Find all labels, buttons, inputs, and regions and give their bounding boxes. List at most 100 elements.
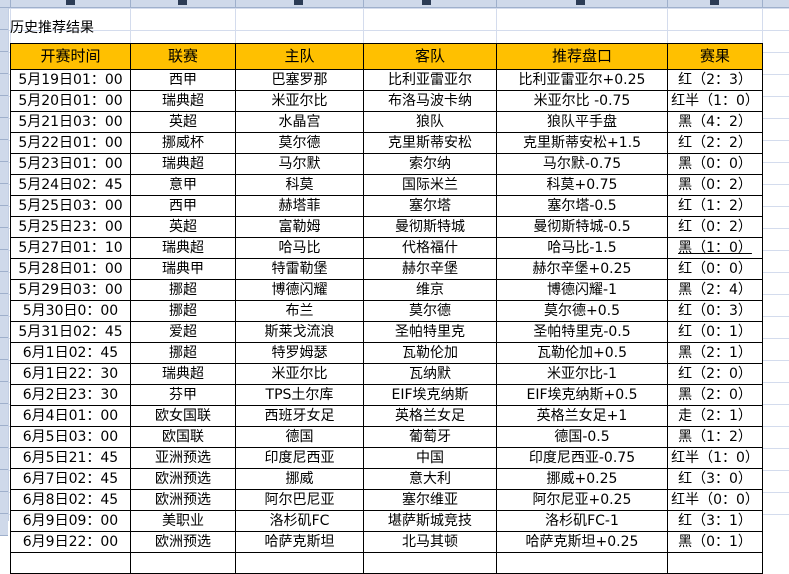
- row-header-cell[interactable]: [0, 404, 8, 426]
- cell-time[interactable]: 5月30日0：00: [10, 300, 131, 322]
- cell-time[interactable]: 5月25日23：00: [10, 216, 131, 238]
- cell-home[interactable]: 德国: [235, 426, 364, 448]
- cell-away[interactable]: 比利亚雷亚尔: [363, 69, 497, 91]
- row-header-cell[interactable]: [0, 52, 8, 74]
- cell-home[interactable]: 哈马比: [235, 237, 364, 259]
- row-header-cell[interactable]: [0, 118, 8, 140]
- cell-result[interactable]: 走（2：1）: [667, 405, 763, 427]
- cell-time[interactable]: 5月29日03：00: [10, 279, 131, 301]
- cell-time[interactable]: 6月2日23：30: [10, 384, 131, 406]
- cell-line[interactable]: 塞尔塔-0.5: [496, 195, 668, 217]
- cell-away[interactable]: 代格福什: [363, 237, 497, 259]
- cell-league[interactable]: 爱超: [130, 321, 236, 343]
- cell-league[interactable]: 英超: [130, 216, 236, 238]
- cell-result[interactable]: 红半（1：0）: [667, 90, 763, 112]
- cell-away[interactable]: 英格兰女足: [363, 405, 497, 427]
- row-header-cell[interactable]: [0, 382, 8, 404]
- cell-time[interactable]: 5月21日03：00: [10, 111, 131, 133]
- cell-home[interactable]: 布兰: [235, 300, 364, 322]
- cell-result[interactable]: 红（2：0）: [667, 363, 763, 385]
- cell-home[interactable]: 哈萨克斯坦: [235, 531, 364, 553]
- cell-home[interactable]: 挪威: [235, 468, 364, 490]
- cell-result[interactable]: 黑（2：1）: [667, 342, 763, 364]
- column-header-league[interactable]: 联赛: [130, 43, 236, 70]
- cell-result[interactable]: 红（0：0）: [667, 258, 763, 280]
- cell-line[interactable]: 挪威+0.25: [496, 468, 668, 490]
- cell-away[interactable]: 赫尔辛堡: [363, 258, 497, 280]
- cell-result[interactable]: 红（0：3）: [667, 300, 763, 322]
- cell-line[interactable]: 哈萨克斯坦+0.25: [496, 531, 668, 553]
- row-header-cell[interactable]: [0, 184, 8, 206]
- cell-league[interactable]: 瑞典超: [130, 90, 236, 112]
- row-header-cell[interactable]: [0, 492, 8, 514]
- row-header-cell[interactable]: [0, 250, 8, 272]
- cell-home[interactable]: 印度尼西亚: [235, 447, 364, 469]
- cell-home[interactable]: 科莫: [235, 174, 364, 196]
- cell-home[interactable]: 巴塞罗那: [235, 69, 364, 91]
- cell-away[interactable]: 克里斯蒂安松: [363, 132, 497, 154]
- cell-away[interactable]: 中国: [363, 447, 497, 469]
- column-header-result[interactable]: 赛果: [667, 43, 763, 70]
- cell-line[interactable]: 克里斯蒂安松+1.5: [496, 132, 668, 154]
- cell-league[interactable]: 瑞典超: [130, 363, 236, 385]
- cell-league[interactable]: 欧洲预选: [130, 468, 236, 490]
- cell-result[interactable]: 红（0：1）: [667, 321, 763, 343]
- cell-line[interactable]: EIF埃克纳斯+0.5: [496, 384, 668, 406]
- cell-away[interactable]: 圣帕特里克: [363, 321, 497, 343]
- cell-time[interactable]: 6月5日21：45: [10, 447, 131, 469]
- row-header-cell[interactable]: [0, 338, 8, 360]
- cell-result[interactable]: 黑（1：0）: [667, 237, 763, 259]
- cell-league[interactable]: 芬甲: [130, 384, 236, 406]
- cell-home[interactable]: 米亚尔比: [235, 90, 364, 112]
- row-header-cell[interactable]: [0, 228, 8, 250]
- cell-line[interactable]: 曼彻斯特城-0.5: [496, 216, 668, 238]
- cell-away[interactable]: 国际米兰: [363, 174, 497, 196]
- cell-home[interactable]: 特罗姆瑟: [235, 342, 364, 364]
- cell-time[interactable]: 6月7日02：45: [10, 468, 131, 490]
- cell-line[interactable]: 圣帕特里克-0.5: [496, 321, 668, 343]
- cell-line[interactable]: 瓦勒伦加+0.5: [496, 342, 668, 364]
- cell-result[interactable]: 黑（4：2）: [667, 111, 763, 133]
- cell-league[interactable]: 瑞典超: [130, 153, 236, 175]
- cell-away[interactable]: 堪萨斯城竞技: [363, 510, 497, 532]
- cell-league[interactable]: 美职业: [130, 510, 236, 532]
- column-header-time[interactable]: 开赛时间: [10, 43, 131, 70]
- cell-line[interactable]: 赫尔辛堡+0.25: [496, 258, 668, 280]
- cell-away[interactable]: 塞尔维亚: [363, 489, 497, 511]
- cell-empty-time[interactable]: [10, 552, 131, 574]
- cell-time[interactable]: 5月20日01：00: [10, 90, 131, 112]
- cell-home[interactable]: 水晶宫: [235, 111, 364, 133]
- cell-home[interactable]: 马尔默: [235, 153, 364, 175]
- cell-empty-away[interactable]: [363, 552, 497, 574]
- cell-time[interactable]: 6月1日02：45: [10, 342, 131, 364]
- cell-result[interactable]: 黑（2：0）: [667, 384, 763, 406]
- cell-away[interactable]: 意大利: [363, 468, 497, 490]
- cell-home[interactable]: 莫尔德: [235, 132, 364, 154]
- cell-league[interactable]: 挪超: [130, 300, 236, 322]
- cell-league[interactable]: 西甲: [130, 195, 236, 217]
- cell-away[interactable]: 索尔纳: [363, 153, 497, 175]
- cell-time[interactable]: 6月9日09：00: [10, 510, 131, 532]
- cell-time[interactable]: 6月1日22：30: [10, 363, 131, 385]
- spreadsheet-row-header-gutter[interactable]: [0, 8, 9, 536]
- row-header-cell[interactable]: [0, 162, 8, 184]
- row-header-cell[interactable]: [0, 426, 8, 448]
- cell-empty-home[interactable]: [235, 552, 364, 574]
- cell-home[interactable]: 赫塔菲: [235, 195, 364, 217]
- cell-time[interactable]: 5月28日01：00: [10, 258, 131, 280]
- cell-line[interactable]: 莫尔德+0.5: [496, 300, 668, 322]
- cell-home[interactable]: 洛杉矶FC: [235, 510, 364, 532]
- row-header-cell[interactable]: [0, 30, 8, 52]
- cell-away[interactable]: 曼彻斯特城: [363, 216, 497, 238]
- cell-line[interactable]: 狼队平手盘: [496, 111, 668, 133]
- row-header-cell[interactable]: [0, 514, 8, 536]
- cell-result[interactable]: 红半（1：0）: [667, 447, 763, 469]
- row-header-cell[interactable]: [0, 272, 8, 294]
- cell-result[interactable]: 红（3：1）: [667, 510, 763, 532]
- cell-home[interactable]: 博德闪耀: [235, 279, 364, 301]
- row-header-cell[interactable]: [0, 74, 8, 96]
- cell-league[interactable]: 英超: [130, 111, 236, 133]
- cell-line[interactable]: 印度尼西亚-0.75: [496, 447, 668, 469]
- cell-empty-result[interactable]: [667, 552, 763, 574]
- cell-time[interactable]: 6月5日03：00: [10, 426, 131, 448]
